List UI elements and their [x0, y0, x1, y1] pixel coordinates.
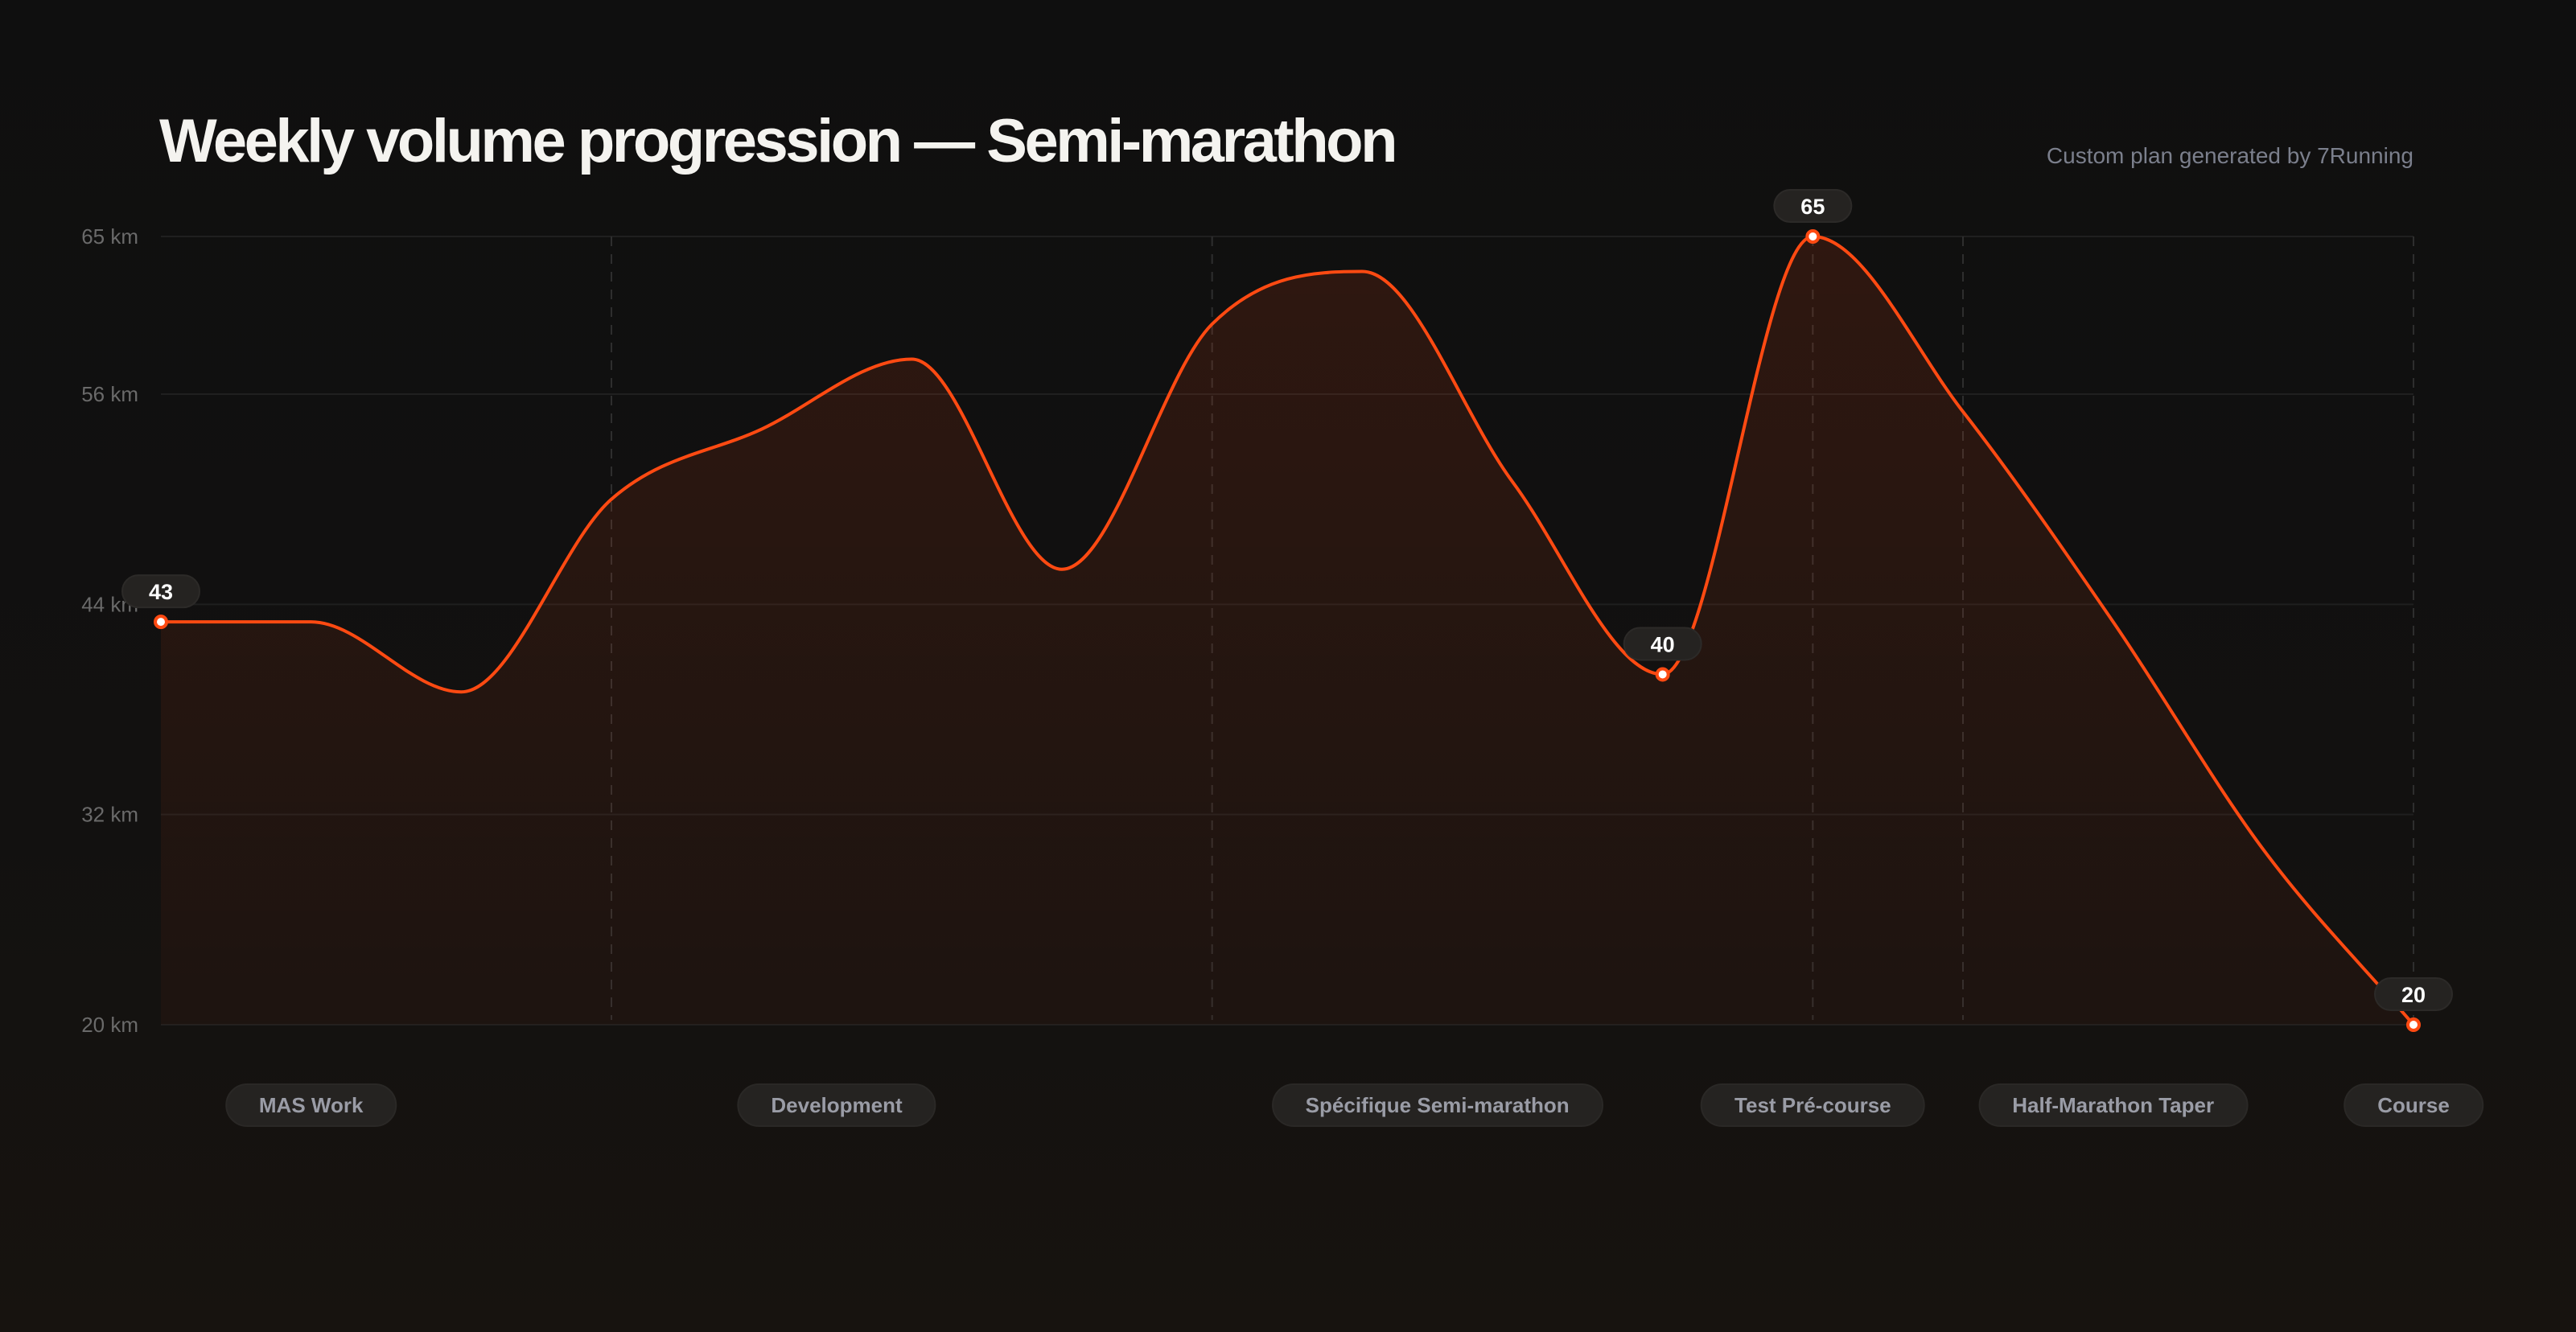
data-point: [2406, 1018, 2421, 1032]
volume-area: [161, 236, 2413, 1025]
phase-label: Spécifique Semi-marathon: [1271, 1083, 1603, 1127]
y-tick-label: 65 km: [81, 224, 138, 249]
y-tick-label: 20 km: [81, 1013, 138, 1037]
data-label: 43: [149, 580, 173, 604]
data-points: 43 40 65 20: [121, 189, 2453, 1032]
data-point: [1805, 229, 1821, 244]
phase-label: Course: [2344, 1083, 2483, 1127]
data-point: [1655, 667, 1670, 682]
phase-label: MAS Work: [224, 1083, 397, 1127]
chart-title: Weekly volume progression — Semi-maratho…: [159, 107, 1398, 175]
data-point: [154, 615, 168, 630]
phase-label: Half-Marathon Taper: [1978, 1083, 2249, 1127]
data-label-pill: [1773, 189, 1853, 223]
data-label-pill: [2374, 977, 2453, 1011]
data-label-pill: [1623, 627, 1702, 661]
phase-label: Development: [737, 1083, 936, 1127]
volume-line: [161, 234, 2415, 1026]
data-label: 20: [2401, 983, 2426, 1007]
data-label: 65: [1800, 195, 1825, 219]
chart-subtitle: Custom plan generated by 7Running: [2046, 143, 2413, 168]
data-label-pill: [121, 574, 200, 609]
data-label: 40: [1651, 632, 1675, 656]
y-tick-label: 32 km: [81, 803, 138, 827]
phase-label: Test Pré-course: [1701, 1083, 1925, 1127]
y-tick-label: 56 km: [81, 382, 138, 406]
